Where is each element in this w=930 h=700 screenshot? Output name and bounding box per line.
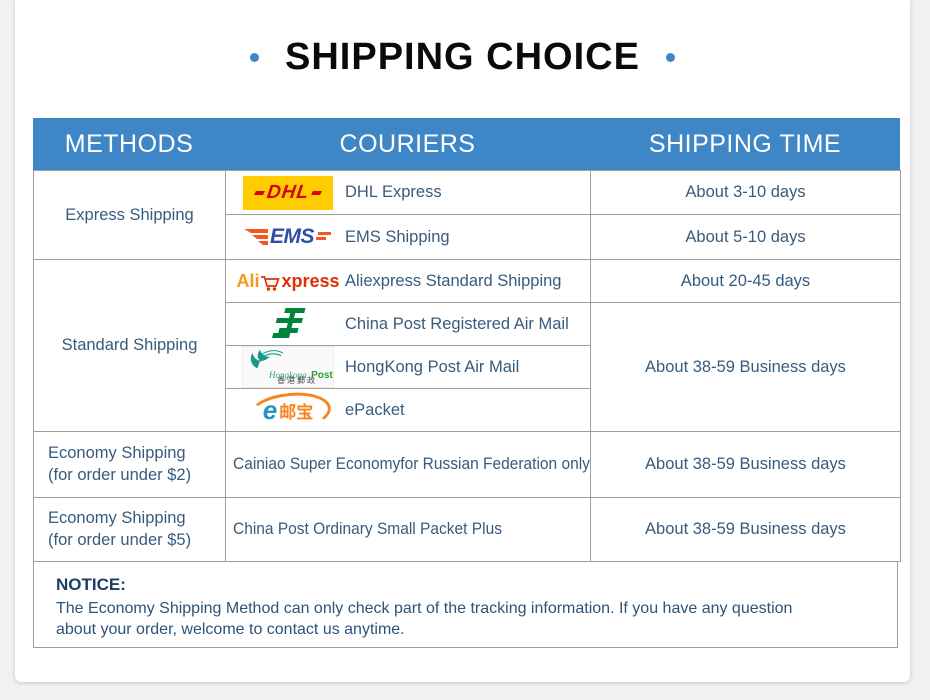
china-post-logo — [242, 306, 334, 342]
table-row: Standard Shipping Ali — [33, 259, 901, 432]
title-row: SHIPPING CHOICE — [15, 34, 910, 80]
header-couriers: COURIERS — [339, 129, 476, 158]
table-row: Hongkong Post 香港郵政 HongKong Post Air Mai… — [34, 345, 901, 389]
courier-name: HongKong Post Air Mail — [345, 357, 520, 376]
title-left-dot-icon — [250, 52, 260, 62]
ems-dashes-icon — [316, 232, 331, 240]
hongkong-post-logo-post: Post — [311, 370, 333, 381]
method-label-line: Economy Shipping — [48, 444, 186, 463]
dhl-logo-text: DHL — [265, 181, 311, 203]
table-row: Express Shipping DHL DHL Express — [33, 170, 901, 260]
method-cell-economy5: Economy Shipping (for order under $5) — [33, 497, 226, 562]
ems-chevron-icon — [243, 229, 268, 245]
courier-cell-hkpost: Hongkong Post 香港郵政 HongKong Post Air Mai… — [225, 345, 591, 389]
time-cell-ordinary: About 38-59 Business days — [590, 497, 901, 562]
courier-name: China Post Ordinary Small Packet Plus — [233, 520, 502, 538]
ems-logo: EMS — [242, 225, 334, 249]
cart-icon — [261, 275, 281, 291]
courier-name: Cainiao Super Economyfor Russian Federat… — [233, 455, 590, 473]
shipping-table: Express Shipping DHL DHL Express — [33, 170, 901, 562]
page-title: SHIPPING CHOICE — [285, 35, 640, 78]
notice-box: NOTICE: The Economy Shipping Method can … — [33, 562, 898, 648]
shipping-table-wrap: METHODS COURIERS SHIPPING TIME Express S… — [33, 118, 901, 648]
method-cell-express: Express Shipping — [33, 170, 226, 260]
ems-logo-text: EMS — [269, 225, 315, 248]
hongkong-post-logo-name: Hongkong — [269, 370, 307, 380]
courier-cell-chinapost-ordinary: China Post Ordinary Small Packet Plus — [225, 497, 591, 562]
table-header-row: METHODS COURIERS SHIPPING TIME — [33, 118, 900, 170]
courier-cell-ems: EMS EMS Shipping — [225, 214, 591, 260]
courier-cell-aliexpress: Ali xpress Aliexpress Standard Ship — [225, 259, 591, 303]
courier-cell-dhl: DHL DHL Express — [225, 170, 591, 215]
table-row: Economy Shipping (for order under $5) Ch… — [33, 497, 901, 562]
hongkong-post-bird-icon — [250, 349, 284, 369]
title-right-dot-icon — [665, 52, 675, 62]
hongkong-post-logo: Hongkong Post 香港郵政 — [242, 346, 334, 388]
courier-cell-chinapost: China Post Registered Air Mail — [225, 302, 591, 346]
courier-name: EMS Shipping — [345, 227, 450, 246]
china-post-emblem-icon — [272, 308, 306, 338]
aliexpress-logo: Ali xpress — [236, 271, 339, 292]
method-label-line: (for order under $5) — [48, 530, 192, 549]
table-row: e 邮宝 ePacket — [34, 388, 901, 436]
epacket-logo-e: e — [262, 395, 278, 425]
time-cell-aliexpress: About 20-45 days — [590, 259, 901, 303]
aliexpress-logo-xpress-text: xpress — [281, 270, 340, 291]
time-cell-ems: About 5-10 days — [590, 214, 901, 260]
epacket-swoosh-icon — [247, 388, 333, 436]
header-methods: METHODS — [64, 129, 194, 158]
dhl-dash-icon — [254, 190, 265, 195]
courier-name: ePacket — [345, 400, 405, 419]
time-cell-cainiao: About 38-59 Business days — [590, 431, 901, 498]
method-label-line: Economy Shipping — [48, 509, 186, 528]
method-label-line: (for order under $2) — [48, 465, 192, 484]
shipping-info-card: SHIPPING CHOICE METHODS COURIERS SHIPPIN… — [15, 0, 910, 682]
table-row: Economy Shipping (for order under $2) Ca… — [33, 431, 901, 498]
time-cell-dhl: About 3-10 days — [590, 170, 901, 215]
courier-name: China Post Registered Air Mail — [345, 314, 569, 333]
dhl-dash-icon — [311, 190, 322, 195]
notice-heading: NOTICE: — [56, 575, 126, 594]
notice-body: The Economy Shipping Method can only che… — [56, 600, 793, 639]
table-row: China Post Registered Air Mail About 38-… — [34, 302, 901, 432]
courier-cell-cainiao: Cainiao Super Economyfor Russian Federat… — [225, 431, 591, 498]
dhl-logo: DHL — [242, 175, 334, 210]
method-cell-standard: Standard Shipping — [33, 259, 226, 432]
courier-name: Aliexpress Standard Shipping — [345, 271, 562, 290]
courier-cell-epacket: e 邮宝 ePacket — [225, 388, 591, 436]
method-cell-economy2: Economy Shipping (for order under $2) — [33, 431, 226, 498]
epacket-logo: e 邮宝 — [242, 388, 334, 436]
time-cell-standard-rest: About 38-59 Business days — [590, 302, 901, 432]
aliexpress-logo-ali-text: Ali — [236, 270, 260, 291]
courier-name: DHL Express — [345, 183, 442, 201]
hongkong-post-logo-chinese: 香港郵政 — [277, 376, 317, 385]
epacket-logo-chinese: 邮宝 — [279, 402, 314, 422]
header-shipping-time: SHIPPING TIME — [648, 129, 842, 158]
